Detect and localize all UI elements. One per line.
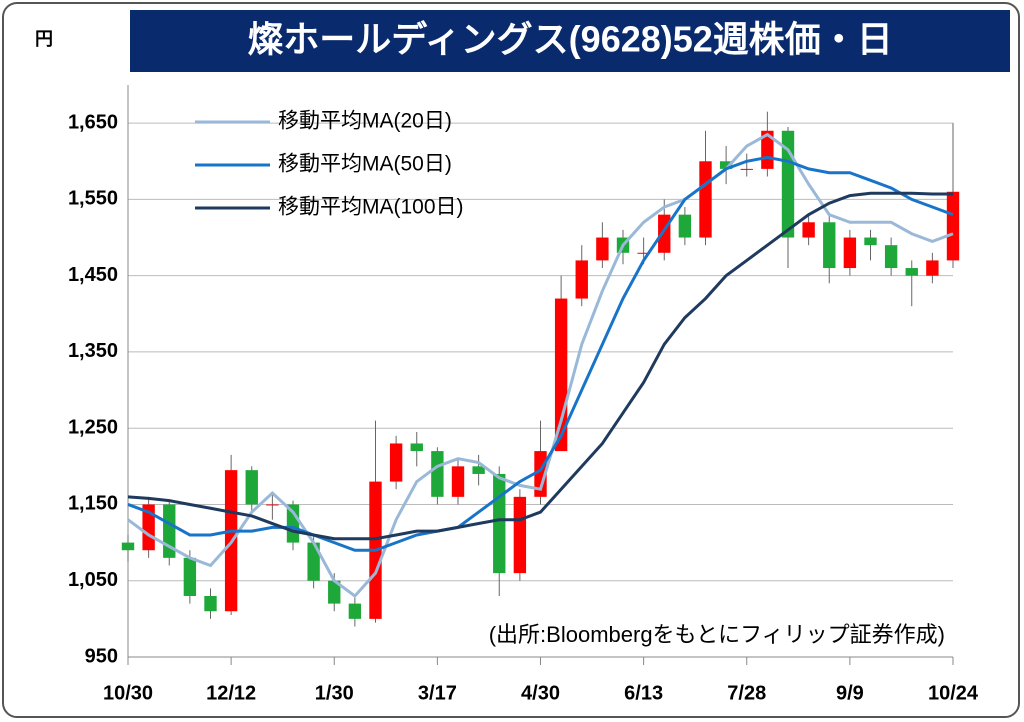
x-tick-label: 3/17 [418, 682, 457, 704]
candle-body [926, 260, 939, 276]
candle-body [183, 557, 197, 596]
candle-body [389, 443, 403, 482]
candle-body [575, 260, 588, 299]
candle-body [699, 161, 712, 238]
y-tick-label: 1,250 [68, 416, 118, 438]
x-tick-label: 7/28 [727, 682, 766, 704]
candle-body [823, 222, 836, 269]
ma-line [127, 191, 953, 541]
x-tick-label: 6/13 [624, 682, 663, 704]
y-tick-label: 950 [85, 645, 118, 667]
y-tick-label: 1,650 [68, 111, 118, 133]
y-tick-label: 1,550 [68, 188, 118, 210]
candle-body [410, 443, 423, 452]
candle-body [328, 580, 341, 604]
x-tick-label: 10/30 [103, 682, 153, 704]
candle-body [740, 168, 753, 170]
candle-body [864, 237, 877, 246]
chart-title: 燦ホールディングス(9628)52週株価・日 [247, 19, 893, 60]
candle-body [513, 496, 527, 574]
candle-body [637, 252, 650, 254]
candle-body [245, 470, 258, 505]
candle-body [307, 542, 320, 581]
legend-label: 移動平均MA(100日) [278, 196, 464, 219]
candle-body [905, 268, 918, 276]
legend-label: 移動平均MA(20日) [278, 110, 452, 133]
y-tick-label: 1,450 [68, 264, 118, 286]
candle-body [204, 595, 217, 612]
candle-body [678, 214, 692, 238]
x-tick-label: 12/12 [206, 682, 256, 704]
candle-body [493, 473, 506, 574]
y-unit: 円 [35, 29, 53, 49]
x-tick-label: 1/30 [315, 682, 354, 704]
legend-label: 移動平均MA(50日) [278, 153, 452, 176]
candle-body [843, 237, 857, 269]
candle-body [121, 542, 135, 551]
candle-body [142, 504, 155, 551]
x-tick-label: 9/9 [836, 682, 864, 704]
candle-body [472, 466, 485, 474]
candle-body [451, 466, 465, 497]
y-tick-label: 1,150 [68, 493, 118, 515]
candle-body [596, 237, 609, 261]
annotation: (出所:Bloombergをもとにフィリップ証券作成) [489, 622, 945, 647]
y-tick-label: 1,050 [68, 569, 118, 591]
candle-body [348, 603, 362, 619]
x-tick-label: 4/30 [521, 682, 560, 704]
title-banner [130, 10, 1010, 72]
candle-body [719, 161, 733, 169]
y-tick-label: 1,350 [68, 340, 118, 362]
x-tick-label: 10/24 [928, 682, 979, 704]
candle-body [802, 222, 815, 238]
ma-line [127, 132, 954, 599]
ma-line [127, 155, 954, 552]
candle-body [266, 504, 279, 506]
candle-body [946, 191, 960, 261]
candle-body [431, 451, 444, 497]
candle-body [884, 245, 898, 269]
